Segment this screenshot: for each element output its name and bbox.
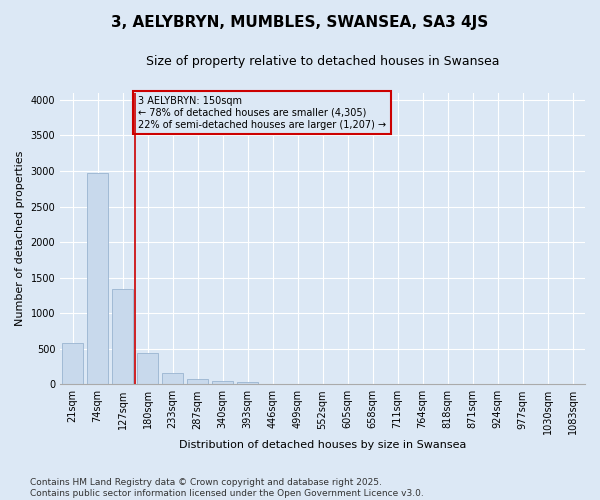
Text: 3 AELYBRYN: 150sqm
← 78% of detached houses are smaller (4,305)
22% of semi-deta: 3 AELYBRYN: 150sqm ← 78% of detached hou… [137,96,386,130]
Bar [212,382,233,384]
Bar [137,353,158,384]
X-axis label: Distribution of detached houses by size in Swansea: Distribution of detached houses by size … [179,440,466,450]
Text: Contains HM Land Registry data © Crown copyright and database right 2025.
Contai: Contains HM Land Registry data © Crown c… [30,478,424,498]
Text: 3, AELYBRYN, MUMBLES, SWANSEA, SA3 4JS: 3, AELYBRYN, MUMBLES, SWANSEA, SA3 4JS [112,15,488,30]
Bar [187,379,208,384]
Y-axis label: Number of detached properties: Number of detached properties [15,151,25,326]
Title: Size of property relative to detached houses in Swansea: Size of property relative to detached ho… [146,55,499,68]
Bar [237,382,258,384]
Bar [112,289,133,384]
Bar [87,173,108,384]
Bar [162,373,183,384]
Bar [62,344,83,384]
